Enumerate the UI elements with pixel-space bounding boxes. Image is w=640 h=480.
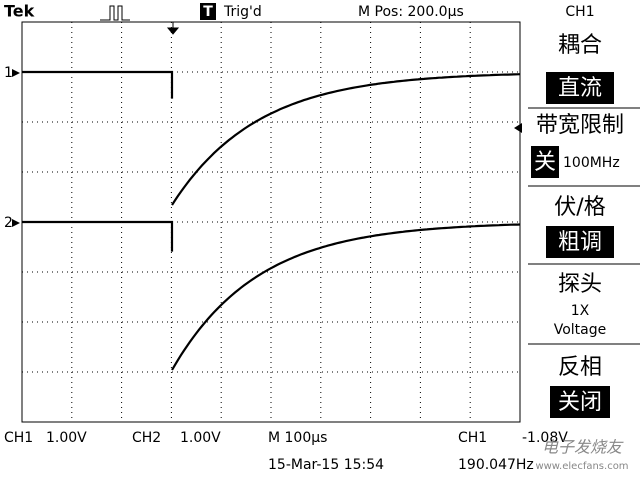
ch1-marker-arrow — [12, 69, 20, 77]
menu-detail[interactable]: Voltage — [554, 322, 607, 338]
side-menu: 耦合 直流 带宽限制 关 100MHz 伏/格 粗调 探头 1X Voltage… — [528, 33, 640, 418]
ch2-label: CH2 — [132, 430, 161, 446]
ch1-waveform — [22, 70, 521, 206]
trigger-level-marker — [514, 123, 522, 133]
ch2-waveform — [22, 220, 521, 371]
selected-channel: CH1 — [565, 4, 594, 20]
date-time: 15-Mar-15 15:54 — [268, 457, 384, 473]
menu-value-box — [546, 72, 614, 104]
menu-value[interactable]: 直流 — [558, 76, 602, 101]
ch1-label: CH1 — [4, 430, 33, 446]
graticule — [21, 21, 521, 423]
watermark: 电子发烧友 — [542, 438, 624, 457]
trigger-icon: T — [203, 4, 213, 20]
trigger-frequency: 190.047Hz — [458, 457, 534, 473]
menu-label: 反相 — [558, 355, 602, 380]
menu-label: 伏/格 — [554, 195, 605, 220]
menu-label: 探头 — [558, 272, 602, 297]
menu-detail: 100MHz — [563, 155, 620, 171]
ch1-marker: 1 — [4, 65, 13, 81]
trigger-position-marker — [166, 22, 180, 35]
trigger-level: -1.08V — [522, 430, 568, 446]
watermark-url: www.elecfans.com — [535, 461, 628, 472]
ch2-scale: 1.00V — [180, 430, 221, 446]
menu-label: 耦合 — [558, 33, 602, 58]
trigger-status: Trig'd — [223, 4, 262, 20]
ch2-marker: 2 — [4, 215, 13, 231]
time-base: M 100µs — [268, 430, 327, 446]
ch1-scale: 1.00V — [46, 430, 87, 446]
brand: Tek — [4, 2, 35, 21]
menu-label: 带宽限制 — [536, 113, 624, 138]
menu-value-box — [550, 386, 610, 418]
menu-value[interactable]: 关闭 — [558, 390, 602, 415]
ch2-marker-arrow — [12, 219, 20, 227]
horizontal-position: M Pos: 200.0µs — [358, 4, 464, 20]
menu-detail[interactable]: 1X — [571, 303, 590, 319]
menu-value-box — [531, 146, 559, 178]
trigger-source: CH1 — [458, 430, 487, 446]
acquisition-icon — [100, 5, 130, 21]
menu-value[interactable]: 粗调 — [558, 230, 602, 255]
trigger-icon-box — [200, 3, 216, 20]
menu-value-box — [546, 226, 614, 258]
menu-value[interactable]: 关 — [534, 150, 556, 175]
